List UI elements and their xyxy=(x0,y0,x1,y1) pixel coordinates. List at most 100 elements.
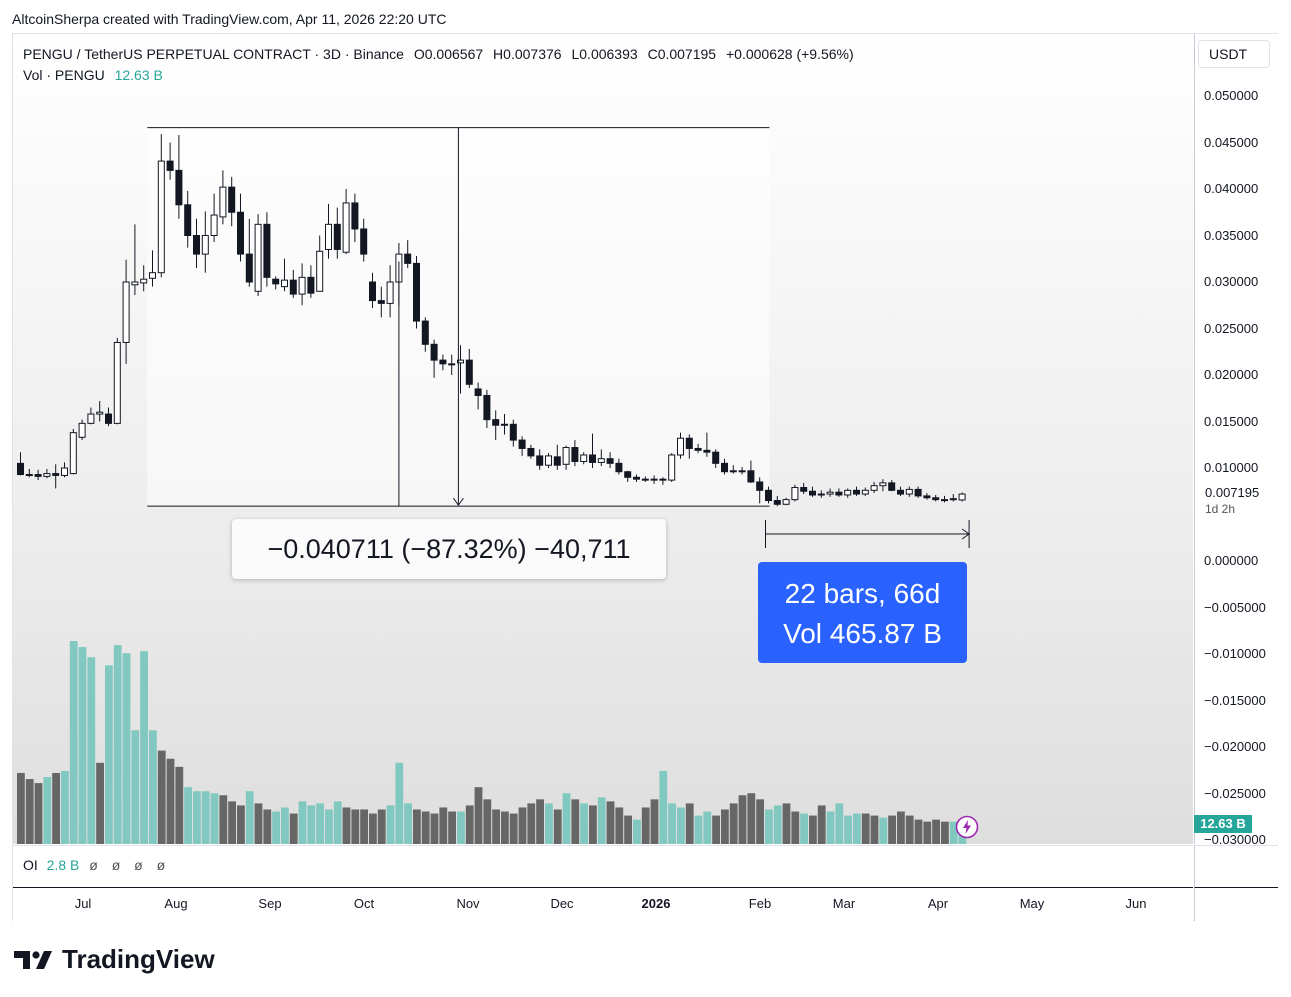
candle-up xyxy=(791,487,799,501)
volume-bar xyxy=(949,821,958,844)
volume-bar xyxy=(325,809,333,844)
candle-down xyxy=(483,394,491,421)
volume-bar xyxy=(369,813,377,844)
volume-bar xyxy=(210,793,219,844)
ohlc-close-value: 0.007195 xyxy=(657,46,717,62)
price-tick-label: −0.025000 xyxy=(1204,785,1266,801)
volume-legend-value: 12.63 B xyxy=(114,67,163,83)
candle-down xyxy=(404,253,412,264)
candle-up xyxy=(113,341,121,424)
date-range-arrow-head xyxy=(961,528,970,540)
date-range-volume: Vol 465.87 B xyxy=(783,618,942,649)
volume-bar xyxy=(430,813,439,844)
candle-down xyxy=(800,487,808,492)
price-chart-svg[interactable] xyxy=(13,34,1193,844)
currency-button[interactable]: USDT xyxy=(1198,40,1270,68)
volume-bar xyxy=(483,799,492,844)
price-tick-label: −0.005000 xyxy=(1204,599,1266,615)
volume-bar xyxy=(615,807,624,844)
volume-bar xyxy=(113,645,122,844)
time-tick-label: Mar xyxy=(832,896,856,911)
candle-down xyxy=(492,419,500,426)
volume-legend[interactable]: Vol · PENGU 12.63 B xyxy=(23,67,163,83)
chart-credit: AltcoinSherpa created with TradingView.c… xyxy=(12,11,447,27)
time-tick-label: Dec xyxy=(550,896,574,911)
candle-up xyxy=(69,432,77,475)
volume-bar xyxy=(184,787,192,844)
volume-bar xyxy=(333,801,342,844)
time-tick-label: Feb xyxy=(748,896,772,911)
open-interest-pane[interactable]: OI 2.8 B ø ø ø ø xyxy=(13,845,1193,887)
candle-down xyxy=(721,462,728,473)
candle-down xyxy=(633,476,640,480)
volume-bar xyxy=(861,813,870,844)
time-axis[interactable] xyxy=(13,887,1193,921)
ohlc-low-value: 0.006393 xyxy=(579,46,638,62)
candle-down xyxy=(571,447,579,462)
lightning-icon[interactable] xyxy=(955,815,979,839)
volume-bar xyxy=(853,813,861,844)
volume-bar xyxy=(597,797,606,844)
volume-bar xyxy=(518,807,527,844)
volume-bar xyxy=(624,815,632,844)
volume-bar xyxy=(729,803,738,844)
volume-bar xyxy=(703,811,712,844)
volume-bar xyxy=(571,799,580,844)
symbol-legend[interactable]: PENGU / TetherUS PERPETUAL CONTRACT · 3D… xyxy=(23,46,854,62)
candle-up xyxy=(219,186,227,218)
axis-corner xyxy=(1194,887,1278,921)
candle-down xyxy=(518,439,526,449)
candle-up xyxy=(844,489,852,496)
candle-up xyxy=(826,491,834,495)
candle-up xyxy=(782,499,790,505)
symbol-name[interactable]: PENGU / TetherUS PERPETUAL CONTRACT · 3D… xyxy=(23,46,404,62)
time-tick-label: May xyxy=(1019,896,1045,911)
price-tick-label: 0.025000 xyxy=(1204,320,1259,336)
price-range-measure-label[interactable]: −0.040711 (−87.32%) −40,711 xyxy=(232,519,666,579)
price-tick-label: −0.015000 xyxy=(1204,692,1266,708)
candle-down xyxy=(439,359,447,365)
candle-down xyxy=(835,491,843,496)
candle-down xyxy=(853,489,860,495)
candle-up xyxy=(210,214,218,236)
open-interest-legend[interactable]: OI 2.8 B ø ø ø ø xyxy=(23,857,165,873)
candle-down xyxy=(52,473,60,476)
time-tick-label: Sep xyxy=(258,896,282,911)
price-tick-label: −0.030000 xyxy=(1204,832,1266,847)
ohlc-high-value: 0.007376 xyxy=(503,46,562,62)
candle-down xyxy=(897,489,904,495)
price-tick-label: 0.050000 xyxy=(1204,88,1259,103)
candle-down xyxy=(536,455,544,466)
candle-down xyxy=(747,470,755,483)
candle-down xyxy=(527,447,535,457)
price-pane[interactable] xyxy=(13,34,1193,844)
volume-bar xyxy=(131,730,140,844)
volume-bar xyxy=(782,803,791,844)
price-tick-label: 0.035000 xyxy=(1204,227,1259,243)
candle-up xyxy=(298,276,306,295)
candle-up xyxy=(149,272,156,279)
volume-bar xyxy=(87,657,96,844)
tradingview-logo-icon xyxy=(14,951,52,969)
volume-bar xyxy=(78,647,87,844)
date-range-measure-label[interactable]: 22 bars, 66d Vol 465.87 B xyxy=(758,562,967,663)
candle-up xyxy=(597,458,605,463)
volume-bar xyxy=(395,762,404,844)
volume-bar xyxy=(386,805,395,844)
time-tick-label: Aug xyxy=(164,896,188,911)
candle-up xyxy=(96,411,104,415)
candle-up xyxy=(879,482,887,487)
price-scale[interactable] xyxy=(1194,34,1278,844)
candle-up xyxy=(729,470,737,473)
candle-up xyxy=(738,470,746,473)
volume-bar xyxy=(351,809,360,844)
candle-down xyxy=(659,478,667,481)
volume-bar xyxy=(105,665,113,844)
volume-bar xyxy=(439,807,448,844)
volume-bar xyxy=(756,799,764,844)
candle-down xyxy=(237,211,244,255)
volume-bar xyxy=(307,805,316,844)
date-range-bars: 22 bars, 66d xyxy=(784,578,941,609)
candle-down xyxy=(756,481,764,491)
tradingview-logo-text: TradingView xyxy=(62,944,215,974)
